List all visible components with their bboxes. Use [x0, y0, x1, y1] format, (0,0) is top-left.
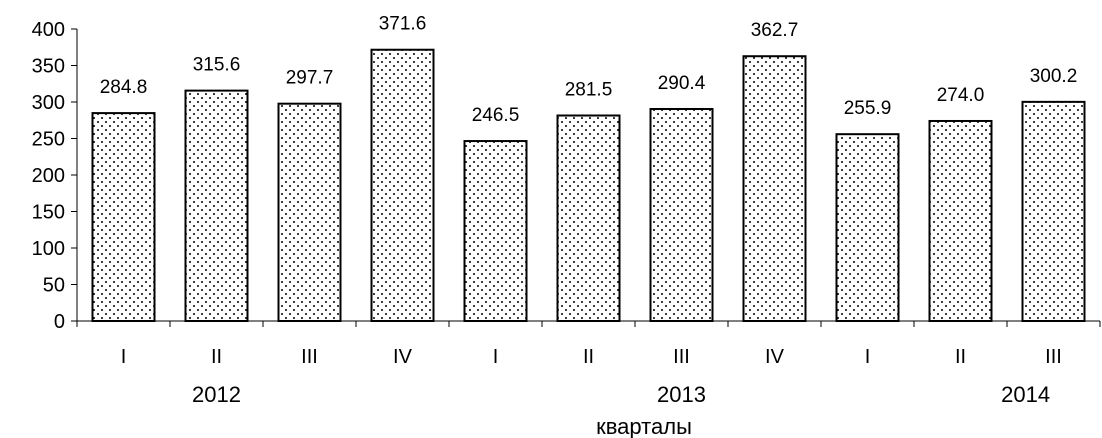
category-label: IV [393, 346, 413, 368]
bar-value-label: 362.7 [751, 20, 799, 41]
bar [91, 112, 156, 323]
bar [463, 140, 528, 322]
bar [649, 108, 714, 323]
category-label: II [583, 346, 594, 368]
bar-value-label: 246.5 [472, 105, 520, 126]
bar [835, 133, 900, 322]
category-label: III [301, 346, 318, 368]
y-tick-label: 200 [32, 165, 65, 187]
bar-value-label: 315.6 [193, 55, 241, 76]
bar-value-label: 290.4 [658, 73, 706, 94]
y-tick-label: 300 [32, 92, 65, 114]
bars [91, 48, 1086, 323]
category-label: I [121, 346, 127, 368]
category-label: I [493, 346, 499, 368]
bar [556, 114, 621, 322]
bar-value-label: 297.7 [286, 68, 334, 89]
bar-value-label: 371.6 [379, 14, 427, 35]
category-label: III [673, 346, 690, 368]
x-axis-title: кварталы [596, 414, 692, 438]
category-label: I [865, 346, 871, 368]
bar-value-label: 281.5 [565, 80, 613, 101]
bar [184, 89, 249, 322]
bar [742, 55, 807, 322]
year-label: 2014 [1001, 382, 1050, 407]
bar [928, 119, 993, 323]
y-tick-label: 400 [32, 19, 65, 41]
category-label: III [1045, 346, 1062, 368]
bar [277, 102, 342, 322]
y-tick-label: 150 [32, 202, 65, 224]
y-axis: 0 50 100 150 200 250 300 350 400 [32, 19, 78, 333]
year-label: 2013 [657, 382, 706, 407]
bar-value-label: 274.0 [937, 85, 985, 106]
y-tick-label: 100 [32, 238, 65, 260]
bar [1021, 100, 1086, 322]
y-tick-label: 350 [32, 56, 65, 78]
year-labels: 2012 2013 2014 [192, 382, 1050, 407]
year-label: 2012 [192, 382, 241, 407]
bar-value-label: 284.8 [100, 77, 148, 98]
y-tick-label: 250 [32, 129, 65, 151]
bar-value-label: 255.9 [844, 98, 892, 119]
category-label: II [211, 346, 222, 368]
bar [370, 48, 435, 323]
y-tick-label: 50 [43, 275, 65, 297]
category-labels: I II III IV I II III IV I II III [121, 346, 1062, 368]
category-label: IV [765, 346, 785, 368]
category-label: II [955, 346, 966, 368]
data-labels: 284.8 315.6 297.7 371.6 246.5 281.5 290.4 362.7… [100, 14, 1078, 126]
y-tick-label: 0 [54, 311, 65, 333]
bar-value-label: 300.2 [1030, 66, 1078, 87]
